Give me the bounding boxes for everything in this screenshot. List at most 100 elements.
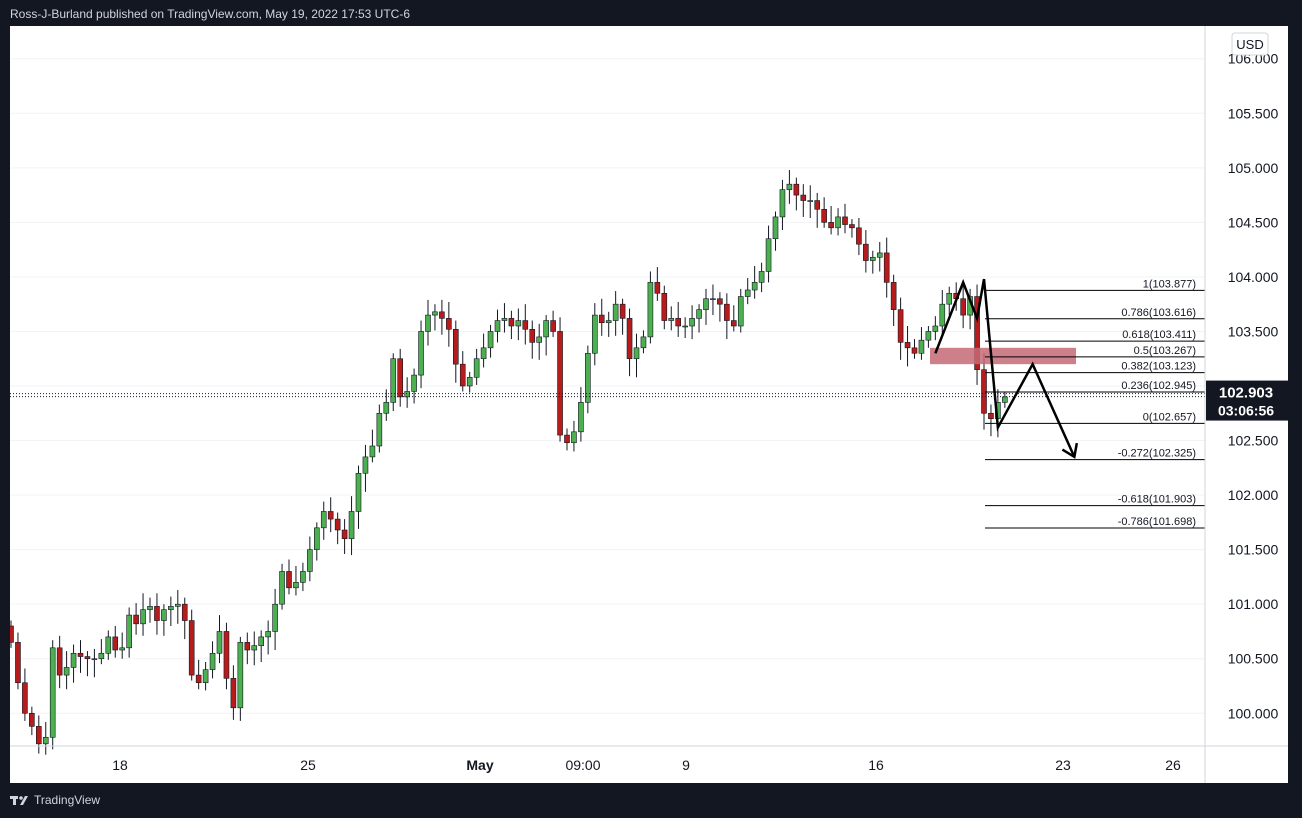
footer-bar: TradingView [0,783,1302,818]
zone-rect [930,347,1076,365]
candle-up [466,371,473,393]
fib-label: 0.618(103.411) [1122,329,1196,341]
candle-up [918,327,925,360]
candle-down [717,292,723,322]
candle-up [383,389,390,421]
candle-up [779,179,786,230]
candle-down [35,715,42,754]
candle-down [974,284,980,385]
candle-up [689,305,695,340]
candle-down [286,559,292,595]
candle-up [98,639,105,665]
candle-up [605,311,612,337]
candle-up [571,420,577,452]
candle-down [890,274,897,326]
candle-up [355,465,362,529]
x-tick-label: 26 [1165,757,1181,773]
candle-down [800,184,807,217]
candle-up [869,250,876,274]
candlestick-chart[interactable]: 1(103.877) 0.786(103.616) 0.618(103.411) 0.… [8,26,1288,783]
x-tick-label: 09:00 [565,757,600,773]
candle-up [300,562,306,592]
candle-up [536,323,543,360]
candle-down [56,635,63,689]
supply-zone [930,347,1076,365]
candle-up [147,597,153,623]
price-axis[interactable]: 100.000 100.500 101.000 101.500 102.000 102.5… [1228,51,1279,722]
candle-up [876,242,883,272]
candle-down [341,519,348,554]
grid-lines [10,58,1205,714]
candle-down [626,308,633,377]
candle-down [188,609,195,681]
candle-up [501,303,508,333]
time-axis[interactable]: 18 25 May 09:00 9 16 23 26 [112,757,1181,773]
y-tick-label: 103.500 [1228,323,1279,339]
current-price-badge: 102.903 03:06:56 [1206,380,1288,421]
currency-button[interactable]: USD [1231,32,1269,56]
candle-up [696,304,702,333]
fib-label: 0.236(102.945) [1121,380,1196,392]
candle-up [647,271,654,344]
fib-label: -0.272(102.325) [1118,448,1196,460]
candle-up [293,566,299,596]
candle-up [925,326,932,348]
candle-up [49,640,56,750]
candle-up [258,630,264,662]
candle-down [814,192,821,228]
candle-up [272,588,278,650]
candle-down [849,219,855,238]
candle-up [390,353,397,412]
candle-up [202,662,209,691]
candle-up [265,620,271,655]
candle-down [960,283,966,329]
candle-down [223,622,230,690]
candle-up [682,317,688,338]
candle-up [91,648,98,678]
candle-up [404,377,410,408]
candle-up [807,185,814,218]
tradingview-brand[interactable]: TradingView [10,793,100,807]
chart-area[interactable]: 1(103.877) 0.786(103.616) 0.618(103.411) 0.… [8,26,1288,783]
candle-down [557,317,563,442]
candle-down [828,206,834,235]
candle-down [842,203,848,234]
candle-up [932,316,939,341]
candle-up [494,309,501,343]
candle-down [22,668,28,721]
candle-up [939,290,946,336]
x-tick-label: 9 [682,757,690,773]
candle-up [758,262,765,293]
candle-down [459,351,466,392]
candle-down [84,651,91,677]
candle-up [425,299,431,346]
candle-up [591,303,598,366]
projection-line [934,278,1076,458]
candle-up [640,330,647,354]
candle-down [988,404,994,437]
candle-up [369,429,376,463]
candle-up [411,368,417,404]
candle-up [786,170,793,204]
candle-down [793,177,800,211]
candle-up [63,651,70,690]
currency-label: USD [1236,37,1263,52]
candle-down [244,632,251,665]
y-tick-label: 104.500 [1228,214,1279,230]
candle-down [133,603,139,635]
candle-up [307,536,313,582]
candle-up [119,632,125,659]
y-tick-label: 102.500 [1228,433,1279,449]
candle-down [439,299,445,335]
candle-up [251,631,258,666]
candle-up [737,288,744,333]
right-edge [1288,26,1302,783]
candle-up [515,308,522,341]
candle-down [8,620,14,648]
y-tick-label: 101.500 [1228,542,1279,558]
fib-label: -0.618(101.903) [1118,494,1196,506]
candle-up [168,596,174,626]
candle-up [348,496,355,556]
candle-down [397,348,404,407]
candle-down [897,297,904,360]
